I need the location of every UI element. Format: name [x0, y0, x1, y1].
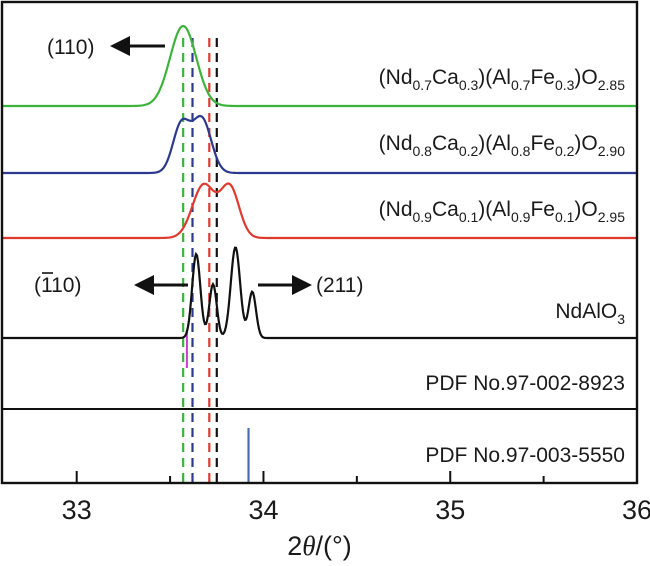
curve-ndalo3 — [2, 246, 637, 340]
x-axis-title-part-0: 2 — [287, 531, 302, 561]
tick-label-1: 34 — [248, 495, 278, 525]
label-nd07: (Nd0.7Ca0.3)(Al0.7Fe0.3)O2.85 — [379, 66, 626, 93]
label-nd08: (Nd0.8Ca0.2)(Al0.8Fe0.2)O2.90 — [379, 132, 626, 159]
label-nd07-part-5: 0.7 — [511, 77, 531, 93]
xrd-curves — [2, 24, 637, 340]
label-nd09-part-7: 0.1 — [555, 209, 575, 225]
label-nd08-part-4: )(Al — [478, 132, 511, 155]
annotation-a211: (211) — [316, 274, 363, 297]
tick-label-2: 35 — [435, 495, 465, 525]
annotation-a110: (110) — [47, 36, 94, 59]
label-nd09-part-9: 2.95 — [598, 209, 625, 225]
curve-nd09 — [2, 182, 637, 240]
label-nd07-part-9: 2.85 — [598, 77, 625, 93]
label-nd07-part-4: )(Al — [478, 66, 511, 89]
label-nd09-part-8: )O — [574, 198, 597, 221]
annotations: (110)(110) (211) — [34, 36, 363, 297]
annotation-a1bar10-part-0: ( — [34, 274, 41, 297]
label-nd07-part-3: 0.3 — [459, 77, 479, 93]
label-nd07-part-6: Fe — [530, 66, 555, 89]
label-nd08-part-1: 0.8 — [413, 143, 433, 159]
x-axis-ticks: 33 34 35 36 — [62, 471, 650, 525]
arrow-head-a110 — [110, 36, 130, 56]
label-nd09-part-1: 0.9 — [413, 209, 433, 225]
label-nd09-part-6: Fe — [530, 198, 555, 221]
label-nd08-part-5: 0.8 — [511, 143, 531, 159]
label-nd09-part-0: (Nd — [379, 198, 413, 221]
label-nd09-part-2: Ca — [432, 198, 459, 221]
label-nd08-part-9: 2.90 — [598, 143, 625, 159]
label-ndalo3-part-0: NdAlO — [555, 300, 617, 323]
label-nd07-part-2: Ca — [432, 66, 459, 89]
label-nd09-part-3: 0.1 — [459, 209, 479, 225]
annotation-a1bar10-part-1: 1 — [41, 274, 52, 297]
label-nd08-part-8: )O — [574, 132, 597, 155]
plot-frame — [0, 0, 639, 485]
label-nd07-part-7: 0.3 — [555, 77, 575, 93]
annotation-a1bar10: (110) — [34, 274, 81, 297]
curve-nd07 — [2, 24, 637, 108]
label-nd09: (Nd0.9Ca0.1)(Al0.9Fe0.1)O2.95 — [379, 198, 626, 225]
x-axis-title: 2θ/(°) — [287, 531, 352, 561]
label-nd08-part-7: 0.2 — [555, 143, 575, 159]
label-ndalo3: NdAlO3 — [555, 300, 625, 327]
label-nd09-part-5: 0.9 — [511, 209, 531, 225]
arrow-head-a211 — [292, 275, 312, 295]
label-nd07-part-8: )O — [574, 66, 597, 89]
tick-label-0: 33 — [62, 495, 92, 525]
tick-label-3: 36 — [622, 495, 650, 525]
x-axis-title-part-2: /(°) — [316, 531, 352, 561]
label-ndalo3-part-1: 3 — [617, 311, 625, 327]
plot-border — [0, 0, 639, 485]
x-axis-title-part-1: θ — [302, 531, 315, 561]
guide-lines — [182, 38, 218, 483]
curve-nd08 — [2, 114, 637, 175]
series-labels: (Nd0.7Ca0.3)(Al0.7Fe0.3)O2.85(Nd0.8Ca0.2… — [379, 66, 626, 467]
label-nd08-part-0: (Nd — [379, 132, 413, 155]
label-nd08-part-3: 0.2 — [459, 143, 479, 159]
label-pdf1: PDF No.97-002-8923 — [425, 372, 625, 395]
label-nd07-part-1: 0.7 — [413, 77, 433, 93]
label-nd09-part-4: )(Al — [478, 198, 511, 221]
label-nd08-part-2: Ca — [432, 132, 459, 155]
annotation-a1bar10-part-2: 10) — [51, 274, 81, 297]
label-pdf2: PDF No.97-003-5550 — [425, 444, 625, 467]
label-nd07-part-0: (Nd — [379, 66, 413, 89]
arrow-head-a1bar10 — [134, 275, 154, 295]
label-nd08-part-6: Fe — [530, 132, 555, 155]
